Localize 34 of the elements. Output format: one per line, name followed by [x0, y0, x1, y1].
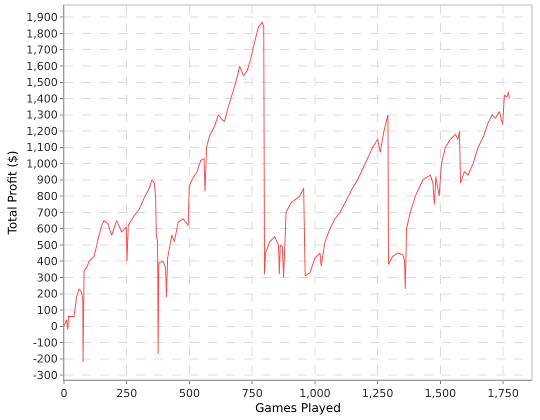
- y-tick-label: 100: [36, 304, 58, 317]
- line-series: [64, 22, 510, 363]
- y-tick-label: 1,600: [26, 60, 58, 73]
- y-tick-label: 200: [36, 288, 58, 301]
- y-tick-label: -300: [32, 368, 58, 382]
- x-tick-label: 750: [242, 387, 263, 400]
- y-tick-label: 1,400: [26, 92, 58, 106]
- x-tick-label: 1,750: [487, 387, 519, 400]
- x-tick-label: 1,250: [362, 387, 394, 400]
- y-tick-label: 1,100: [26, 141, 58, 154]
- y-tick-label: 0: [50, 320, 58, 334]
- x-tick-label: 1,500: [424, 387, 456, 400]
- y-tick-label: 400: [36, 255, 58, 268]
- x-tick-label: 0: [60, 387, 68, 400]
- y-tick-label: 700: [36, 206, 58, 220]
- y-tick-label: 500: [36, 238, 58, 252]
- y-tick-label: 900: [36, 174, 58, 187]
- y-tick-label: 300: [36, 271, 58, 284]
- x-axis-title: Games Played: [255, 401, 341, 416]
- y-tick-label: 800: [36, 190, 58, 204]
- y-tick-label: 1,900: [26, 11, 58, 24]
- y-tick-label: 1,200: [26, 124, 58, 138]
- x-tick-label: 1,000: [299, 387, 331, 400]
- x-tick-label: 500: [178, 387, 200, 400]
- y-axis-title: Total Profit ($): [6, 150, 20, 236]
- y-tick-label: 1,700: [26, 44, 58, 57]
- y-tick-label: 1,500: [26, 76, 58, 90]
- y-tick-label: 1,800: [26, 27, 58, 40]
- y-tick-label: -200: [32, 352, 58, 366]
- y-tick-label: 1,000: [26, 157, 58, 170]
- y-tick-label: -100: [32, 336, 58, 350]
- x-tick-label: 250: [116, 387, 138, 400]
- y-tick-label: 1,300: [26, 108, 58, 122]
- y-tick-label: 600: [36, 222, 58, 236]
